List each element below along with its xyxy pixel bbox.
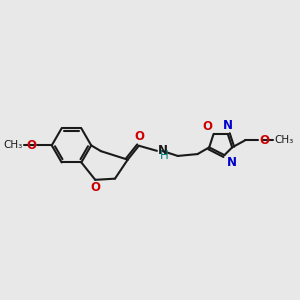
Text: CH₃: CH₃ [274, 135, 294, 146]
Text: O: O [259, 134, 269, 147]
Text: CH₃: CH₃ [4, 140, 23, 150]
Text: O: O [202, 120, 212, 133]
Text: N: N [227, 156, 237, 169]
Text: H: H [160, 149, 169, 162]
Text: O: O [26, 139, 36, 152]
Text: N: N [223, 118, 233, 132]
Text: O: O [90, 181, 100, 194]
Text: N: N [158, 144, 168, 157]
Text: O: O [134, 130, 144, 143]
